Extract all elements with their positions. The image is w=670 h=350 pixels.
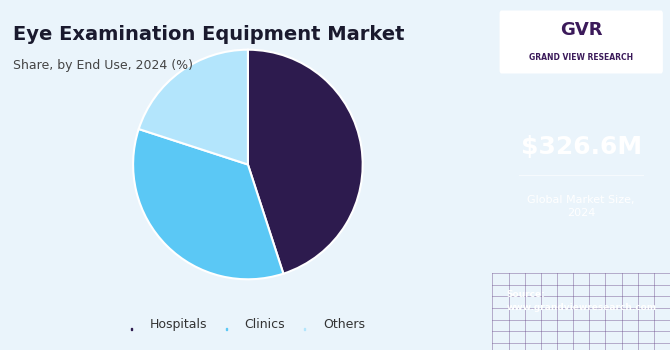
Wedge shape — [133, 129, 283, 279]
FancyBboxPatch shape — [500, 10, 663, 74]
Text: Share, by End Use, 2024 (%): Share, by End Use, 2024 (%) — [13, 60, 194, 72]
Text: $326.6M: $326.6M — [521, 135, 642, 159]
Text: Global Market Size,
2024: Global Market Size, 2024 — [527, 195, 635, 218]
Text: GVR: GVR — [560, 21, 602, 39]
Text: Eye Examination Equipment Market: Eye Examination Equipment Market — [13, 25, 405, 43]
Legend: Hospitals, Clinics, Others: Hospitals, Clinics, Others — [126, 313, 370, 336]
Text: Source:
www.grandviewresearch.com: Source: www.grandviewresearch.com — [507, 290, 657, 312]
Wedge shape — [139, 50, 248, 164]
Text: GRAND VIEW RESEARCH: GRAND VIEW RESEARCH — [529, 53, 633, 62]
Wedge shape — [248, 50, 362, 274]
